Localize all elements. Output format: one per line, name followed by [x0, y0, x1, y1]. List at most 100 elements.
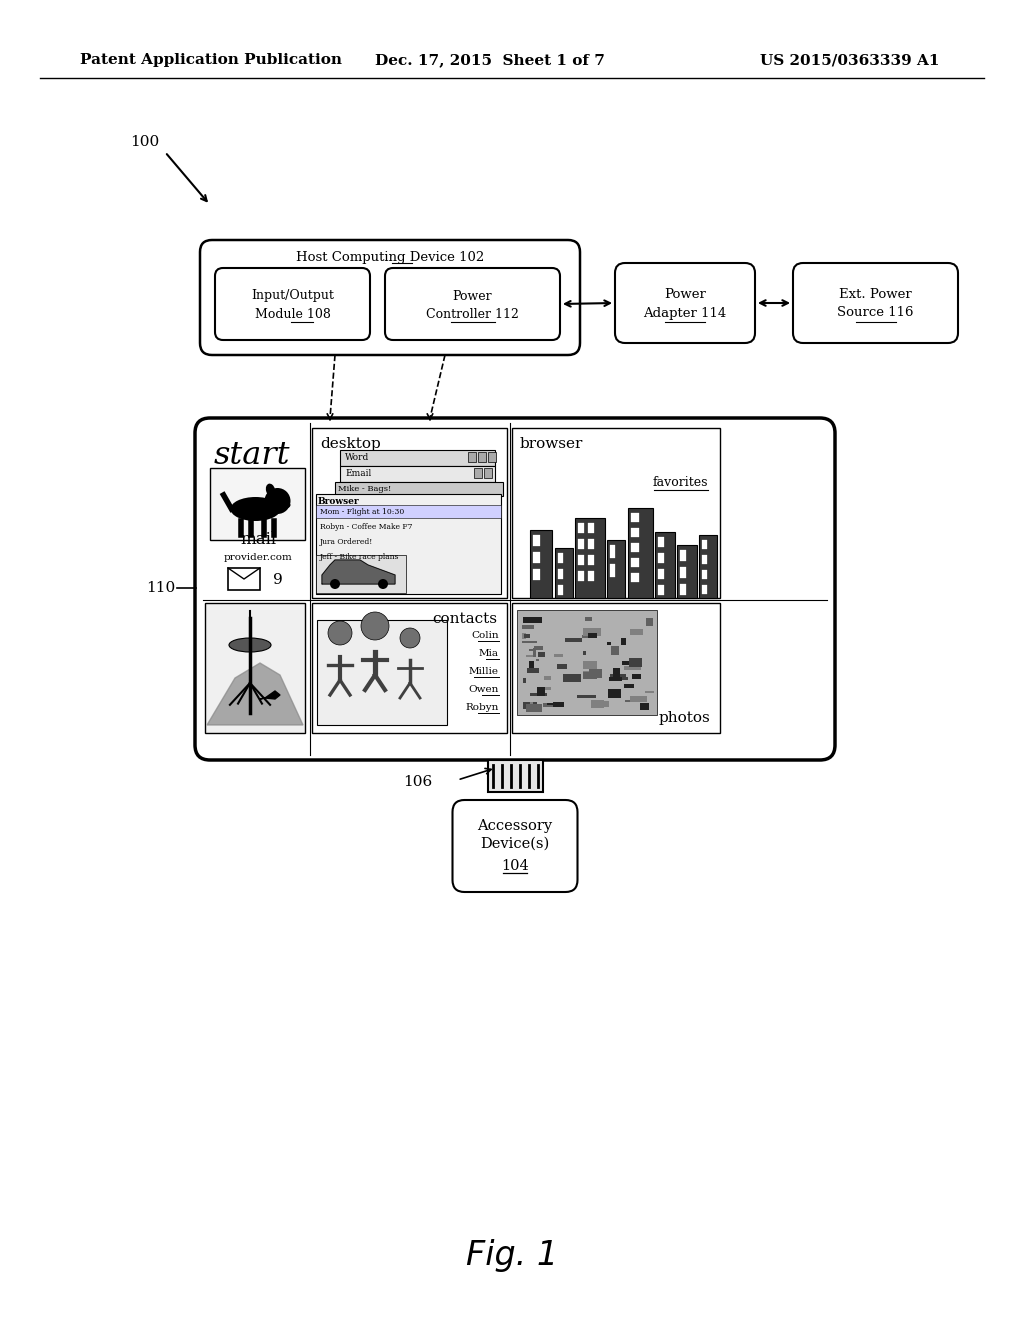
Bar: [631, 573, 639, 582]
Bar: [558, 585, 563, 595]
Bar: [228, 568, 260, 590]
Bar: [487, 760, 543, 792]
Bar: [577, 696, 596, 698]
Bar: [578, 554, 584, 565]
FancyBboxPatch shape: [200, 240, 580, 355]
Bar: [640, 704, 649, 710]
Bar: [702, 570, 707, 579]
Bar: [522, 624, 534, 630]
Bar: [530, 693, 547, 696]
Bar: [547, 704, 562, 705]
Bar: [210, 469, 305, 540]
Bar: [536, 659, 539, 661]
Bar: [488, 451, 496, 462]
Text: 104: 104: [501, 859, 528, 873]
Bar: [512, 603, 720, 733]
Bar: [534, 535, 540, 546]
Bar: [588, 554, 594, 565]
Bar: [588, 539, 594, 549]
Bar: [645, 690, 654, 693]
Bar: [578, 523, 584, 533]
Bar: [530, 704, 534, 709]
Text: Mike - Bags!: Mike - Bags!: [338, 484, 391, 492]
Text: Mom - Flight at 10:30: Mom - Flight at 10:30: [319, 508, 404, 516]
Bar: [583, 651, 586, 655]
Text: 110: 110: [145, 581, 175, 595]
Bar: [625, 700, 630, 702]
Bar: [558, 553, 563, 564]
Bar: [575, 517, 605, 598]
Bar: [558, 569, 563, 579]
Bar: [624, 684, 634, 688]
Text: 106: 106: [403, 775, 432, 789]
Text: Fig. 1: Fig. 1: [466, 1238, 558, 1271]
Bar: [340, 450, 495, 466]
Bar: [607, 540, 625, 598]
Bar: [523, 616, 542, 623]
Bar: [527, 668, 539, 673]
Text: Robyn: Robyn: [466, 702, 499, 711]
Circle shape: [378, 579, 388, 589]
Bar: [474, 469, 482, 478]
Bar: [680, 550, 686, 561]
Bar: [583, 671, 591, 676]
Bar: [614, 677, 628, 680]
Text: Module 108: Module 108: [255, 308, 331, 321]
Bar: [631, 558, 639, 568]
Text: favorites: favorites: [652, 477, 708, 490]
Bar: [526, 704, 542, 711]
Bar: [553, 702, 564, 708]
Bar: [631, 513, 639, 521]
Ellipse shape: [281, 502, 291, 508]
Text: Word: Word: [345, 454, 370, 462]
Bar: [542, 686, 551, 690]
Ellipse shape: [230, 498, 281, 521]
Bar: [538, 652, 545, 657]
Bar: [680, 568, 686, 578]
Bar: [658, 585, 664, 595]
Text: Adapter 114: Adapter 114: [643, 306, 727, 319]
Bar: [335, 482, 503, 496]
Bar: [468, 451, 476, 462]
Bar: [613, 668, 620, 677]
Bar: [658, 537, 664, 546]
Text: browser: browser: [520, 437, 584, 451]
Bar: [646, 618, 653, 626]
Bar: [631, 528, 639, 537]
Bar: [554, 653, 563, 657]
Bar: [522, 634, 526, 639]
Text: US 2015/0363339 A1: US 2015/0363339 A1: [761, 53, 940, 67]
Bar: [578, 572, 584, 581]
Text: Host Computing Device 102: Host Computing Device 102: [296, 252, 484, 264]
Circle shape: [361, 612, 389, 640]
Bar: [583, 672, 597, 678]
Text: Ext. Power: Ext. Power: [839, 289, 912, 301]
Circle shape: [400, 628, 420, 648]
Bar: [544, 676, 551, 680]
Bar: [534, 648, 536, 657]
Text: Source 116: Source 116: [838, 306, 913, 319]
Bar: [340, 466, 495, 482]
Bar: [484, 469, 492, 478]
Bar: [312, 603, 507, 733]
Bar: [583, 628, 601, 636]
Ellipse shape: [229, 638, 271, 652]
Bar: [478, 451, 486, 462]
Bar: [523, 678, 526, 682]
Bar: [537, 686, 545, 696]
Bar: [585, 616, 592, 620]
Circle shape: [328, 620, 352, 645]
Bar: [610, 675, 626, 677]
Text: Dec. 17, 2015  Sheet 1 of 7: Dec. 17, 2015 Sheet 1 of 7: [375, 53, 605, 67]
Bar: [632, 675, 641, 678]
Bar: [610, 564, 615, 577]
Bar: [629, 657, 642, 667]
Bar: [529, 649, 534, 651]
FancyBboxPatch shape: [615, 263, 755, 343]
Text: Email: Email: [345, 470, 372, 479]
Bar: [543, 704, 562, 708]
Bar: [522, 642, 537, 643]
Bar: [702, 554, 707, 564]
Bar: [524, 634, 530, 638]
Polygon shape: [260, 690, 280, 700]
